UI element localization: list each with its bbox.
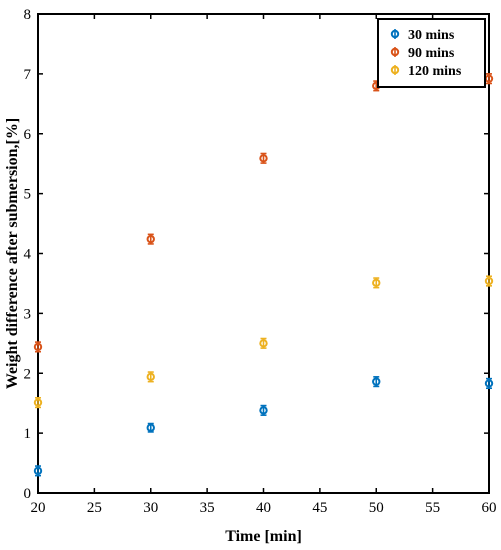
data-point (259, 339, 268, 348)
y-tick-label: 6 (24, 127, 32, 143)
data-point (484, 379, 494, 388)
data-point (146, 234, 155, 244)
data-point (259, 154, 268, 163)
legend-marker (390, 47, 400, 57)
legend-label: 120 mins (408, 64, 462, 79)
x-tick-label: 30 (143, 500, 158, 516)
x-tick-label: 35 (200, 500, 215, 516)
data-point (372, 278, 381, 288)
data-point (33, 342, 43, 352)
y-tick-label: 4 (24, 247, 32, 263)
legend-label: 90 mins (408, 46, 455, 61)
x-tick-label: 25 (87, 500, 102, 516)
x-tick-label: 60 (482, 500, 497, 516)
x-axis-title: Time [min] (225, 528, 302, 545)
data-point (372, 377, 381, 386)
data-point (146, 372, 155, 382)
legend-marker (390, 65, 400, 75)
x-tick-label: 40 (256, 500, 271, 516)
x-tick-label: 55 (425, 500, 440, 516)
y-tick-label: 8 (24, 7, 32, 23)
data-point (146, 423, 155, 432)
data-point (33, 398, 43, 407)
legend: 30 mins 90 mins 120 mins (377, 18, 486, 88)
y-tick-label: 5 (24, 187, 32, 203)
x-tick-label: 20 (31, 500, 46, 516)
y-tick-label: 7 (24, 67, 32, 83)
series-0 (33, 376, 494, 477)
x-tick-label: 50 (369, 500, 384, 516)
y-tick-label: 1 (24, 426, 32, 442)
legend-label: 30 mins (408, 28, 455, 43)
y-axis-title: Weight difference after submersion,[%] (4, 118, 21, 389)
y-tick-label: 3 (24, 306, 32, 322)
y-tick-label: 2 (24, 366, 32, 382)
legend-marker (390, 29, 400, 39)
y-tick-label: 0 (24, 486, 32, 502)
series-2 (33, 275, 494, 409)
data-point (33, 466, 43, 476)
data-point (259, 406, 268, 415)
x-tick-label: 45 (312, 500, 327, 516)
data-point (484, 276, 494, 286)
